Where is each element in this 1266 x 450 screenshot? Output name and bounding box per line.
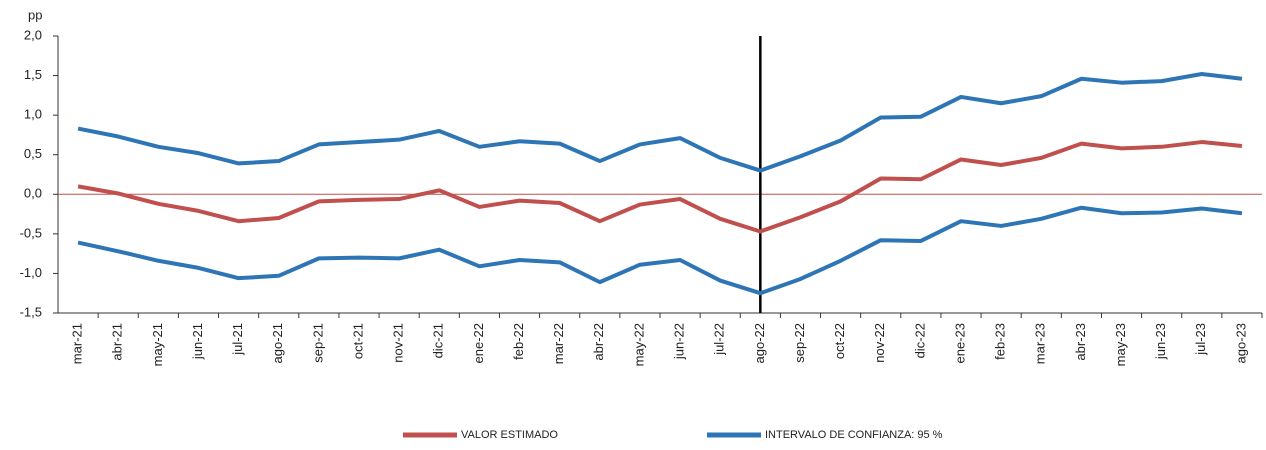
x-tick-label: abr-23 bbox=[1073, 323, 1088, 361]
x-tick-label: ago-23 bbox=[1233, 323, 1248, 363]
x-tick-label: jul-21 bbox=[230, 323, 245, 356]
x-tick-label: abr-21 bbox=[110, 323, 125, 361]
y-tick-label: 2,0 bbox=[24, 27, 42, 42]
x-tick-label: oct-21 bbox=[350, 323, 365, 359]
x-tick-label: mar-22 bbox=[551, 323, 566, 364]
legend-label: VALOR ESTIMADO bbox=[461, 429, 558, 441]
x-tick-label: mar-23 bbox=[1033, 323, 1048, 364]
series-line bbox=[77, 205, 1243, 296]
x-tick-label: dic-22 bbox=[912, 323, 927, 358]
x-tick-label: may-21 bbox=[150, 323, 165, 366]
y-tick-label: -0,5 bbox=[20, 225, 42, 240]
x-tick-label: oct-22 bbox=[832, 323, 847, 359]
x-tick-label: sep-21 bbox=[310, 323, 325, 363]
x-tick-label: abr-22 bbox=[591, 323, 606, 361]
x-tick-label: ago-21 bbox=[270, 323, 285, 363]
y-tick-label: -1,0 bbox=[20, 265, 42, 280]
x-tick-label: dic-21 bbox=[431, 323, 446, 358]
x-tick-label: jul-23 bbox=[1193, 323, 1208, 356]
legend-label: INTERVALO DE CONFIANZA: 95 % bbox=[765, 429, 943, 441]
y-axis-label: pp bbox=[28, 7, 42, 22]
x-tick-label: may-23 bbox=[1113, 323, 1128, 366]
x-tick-label: ene-22 bbox=[471, 323, 486, 363]
x-tick-label: nov-21 bbox=[391, 323, 406, 363]
series-line bbox=[77, 71, 1243, 173]
y-tick-label: -1,5 bbox=[20, 304, 42, 319]
x-tick-label: nov-22 bbox=[872, 323, 887, 363]
series-line bbox=[77, 140, 1243, 234]
x-tick-label: jul-22 bbox=[712, 323, 727, 356]
x-tick-label: ene-23 bbox=[952, 323, 967, 363]
x-tick-label: may-22 bbox=[631, 323, 646, 366]
y-tick-label: 0,5 bbox=[24, 146, 42, 161]
y-tick-label: 0,0 bbox=[24, 186, 42, 201]
x-tick-label: mar-21 bbox=[70, 323, 85, 364]
x-tick-label: feb-23 bbox=[993, 323, 1008, 360]
x-tick-label: sep-22 bbox=[792, 323, 807, 363]
x-tick-label: jun-22 bbox=[672, 323, 687, 360]
x-tick-label: jun-23 bbox=[1153, 323, 1168, 360]
x-tick-label: feb-22 bbox=[511, 323, 526, 360]
y-tick-label: 1,0 bbox=[24, 107, 42, 122]
y-tick-label: 1,5 bbox=[24, 67, 42, 82]
x-tick-label: jun-21 bbox=[190, 323, 205, 360]
x-tick-label: ago-22 bbox=[752, 323, 767, 363]
